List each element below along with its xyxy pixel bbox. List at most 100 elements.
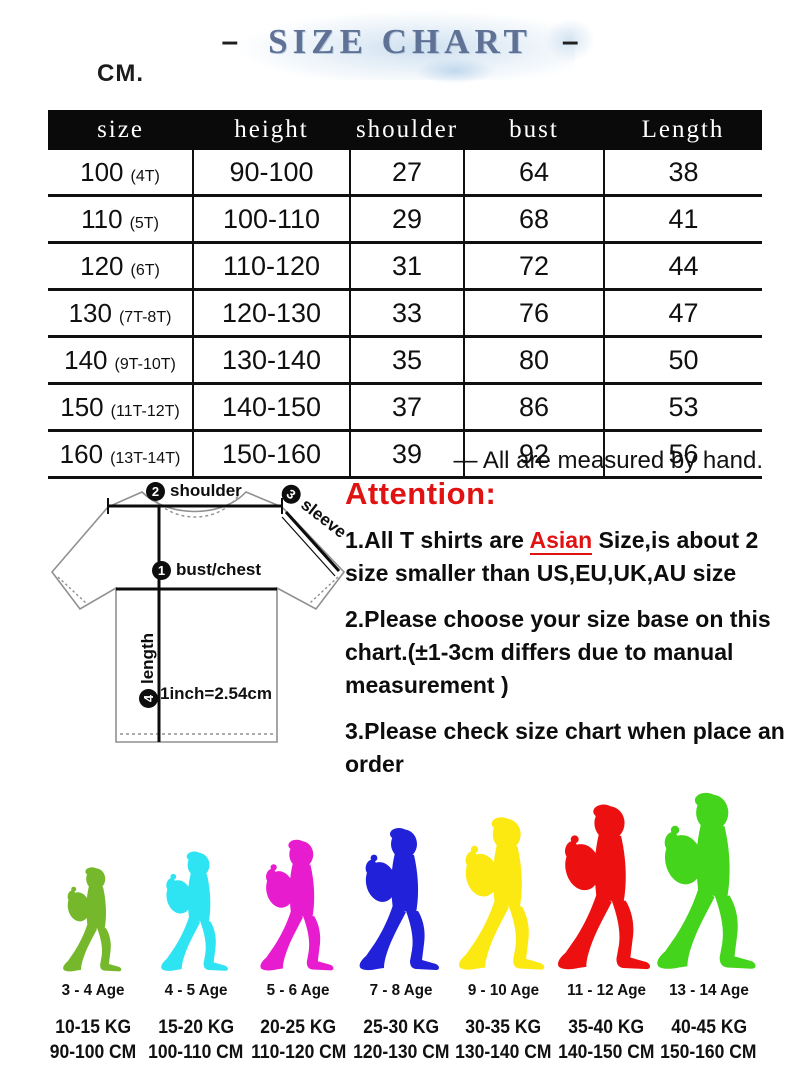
measured-by-hand-note: — All are measured by hand. bbox=[453, 447, 763, 474]
col-header-size: size bbox=[48, 110, 193, 150]
col-header-shoulder: shoulder bbox=[350, 110, 464, 150]
circled-number-4: 4 bbox=[138, 689, 158, 708]
attention-section: Attention: 1.All T shirts are Asian Size… bbox=[345, 476, 795, 795]
table-row: 160 (13T-14T) 150-160 39 92 56 bbox=[48, 429, 762, 479]
table-row: 150 (11T-12T) 140-150 37 86 53 bbox=[48, 382, 762, 431]
age-label: 4 - 5 Age bbox=[164, 982, 228, 999]
bust-cell: 68 bbox=[463, 194, 604, 243]
age-group-column: 7 - 8 Age 25-30 KG 120-130 CM bbox=[350, 764, 453, 1064]
circled-number-2: 2 bbox=[146, 481, 165, 501]
weight-label: 20-25 KG bbox=[260, 1017, 337, 1038]
table-header-row: size height shoulder bust Length bbox=[48, 110, 762, 150]
tshirt-outline-drawing bbox=[50, 491, 346, 743]
bust-measure-label: 1 bust/chest bbox=[152, 560, 261, 580]
inch-conversion-note: 1inch=2.54cm bbox=[160, 684, 272, 703]
age-label: 11 - 12 Age bbox=[566, 982, 646, 999]
bust-cell: 80 bbox=[463, 335, 604, 384]
height-label: 90-100 CM bbox=[50, 1042, 137, 1063]
circled-number-1: 1 bbox=[152, 560, 171, 580]
age-label: 9 - 10 Age bbox=[467, 982, 540, 999]
table-row: 130 (7T-8T) 120-130 33 76 47 bbox=[48, 288, 762, 337]
bust-cell: 92 bbox=[463, 429, 604, 479]
weight-label: 30-35 KG bbox=[465, 1017, 542, 1038]
title-left-dash: – bbox=[221, 25, 239, 58]
height-label: 100-110 CM bbox=[148, 1042, 244, 1063]
shoulder-cell: 35 bbox=[349, 335, 464, 384]
kid-silhouette bbox=[459, 817, 545, 970]
weight-label: 25-30 KG bbox=[363, 1017, 439, 1038]
attention-heading: Attention: bbox=[345, 476, 497, 511]
age-label: 5 - 6 Age bbox=[267, 982, 330, 999]
attention-note-2: 2.Please choose your size base on this c… bbox=[345, 606, 771, 698]
age-label: 13 - 14 Age bbox=[668, 982, 749, 999]
bust-cell: 86 bbox=[463, 382, 604, 431]
table-row: 110 (5T) 100-110 29 68 41 bbox=[48, 194, 762, 243]
col-header-height: height bbox=[193, 110, 350, 150]
age-label: 7 - 8 Age bbox=[369, 982, 433, 999]
shoulder-cell: 29 bbox=[349, 194, 464, 243]
height-label: 150-160 CM bbox=[660, 1042, 757, 1063]
title-row: – SIZE CHART – bbox=[0, 22, 800, 62]
kid-silhouette bbox=[359, 828, 440, 971]
height-cell: 150-160 bbox=[192, 429, 350, 479]
kid-silhouette bbox=[260, 839, 334, 971]
unit-label: CM. bbox=[97, 60, 144, 87]
length-measure-label: 4 length bbox=[138, 633, 158, 708]
age-group-column: 9 - 10 Age 30-35 KG 130-140 CM bbox=[452, 764, 555, 1064]
asian-size-highlight: Asian bbox=[529, 527, 593, 555]
size-cell: 150 (11T-12T) bbox=[48, 382, 193, 431]
attention-note-1: 1.All T shirts are Asian Size,is about 2… bbox=[345, 527, 759, 586]
table-row: 100 (4T) 90-100 27 64 38 bbox=[48, 150, 762, 196]
kid-silhouette bbox=[161, 851, 228, 971]
weight-label: 40-45 KG bbox=[670, 1017, 747, 1038]
tshirt-measure-diagram: 2 shoulder 3 sleeve 1 bust/chest 4 lengt… bbox=[46, 476, 352, 768]
attention-note-3: 3.Please check size chart when place an … bbox=[345, 718, 785, 777]
height-cell: 140-150 bbox=[192, 382, 350, 431]
size-cell: 140 (9T-10T) bbox=[48, 335, 193, 384]
weight-label: 35-40 KG bbox=[568, 1017, 645, 1038]
bust-cell: 64 bbox=[463, 150, 604, 196]
title-right-dash: – bbox=[561, 25, 579, 58]
age-group-column: 5 - 6 Age 20-25 KG 110-120 CM bbox=[247, 764, 350, 1064]
height-cell: 90-100 bbox=[192, 150, 350, 196]
page-title: SIZE CHART bbox=[268, 22, 532, 61]
length-cell: 44 bbox=[603, 241, 762, 290]
size-cell: 100 (4T) bbox=[80, 156, 160, 187]
height-label: 130-140 CM bbox=[455, 1042, 552, 1063]
age-label: 3 - 4 Age bbox=[61, 982, 125, 999]
bust-cell: 76 bbox=[463, 288, 604, 337]
table-row: 140 (9T-10T) 130-140 35 80 50 bbox=[48, 335, 762, 384]
bust-cell: 72 bbox=[463, 241, 604, 290]
age-size-figures: 3 - 4 Age 10-15 KG 90-100 CM 4 - 5 Age 1… bbox=[42, 764, 760, 1064]
height-cell: 110-120 bbox=[192, 241, 350, 290]
size-cell: 110 (5T) bbox=[48, 194, 193, 243]
table-row: 120 (6T) 110-120 31 72 44 bbox=[48, 241, 762, 290]
kid-silhouette bbox=[558, 804, 651, 970]
age-group-column: 13 - 14 Age 40-45 KG 150-160 CM bbox=[657, 764, 760, 1064]
length-cell: 38 bbox=[603, 150, 762, 196]
shoulder-cell: 37 bbox=[349, 382, 464, 431]
height-label: 140-150 CM bbox=[558, 1042, 655, 1063]
kid-silhouette bbox=[657, 792, 756, 969]
shoulder-measure-label: 2 shoulder bbox=[146, 481, 242, 501]
weight-label: 15-20 KG bbox=[157, 1017, 234, 1038]
shoulder-cell: 27 bbox=[349, 150, 464, 196]
age-group-column: 3 - 4 Age 10-15 KG 90-100 CM bbox=[42, 764, 145, 1064]
weight-label: 10-15 KG bbox=[55, 1017, 132, 1038]
kid-silhouette bbox=[62, 867, 122, 972]
size-cell: 120 (6T) bbox=[48, 241, 193, 290]
col-header-length: Length bbox=[604, 110, 762, 150]
length-cell: 50 bbox=[603, 335, 762, 384]
height-label: 110-120 CM bbox=[250, 1042, 347, 1063]
age-group-column: 11 - 12 Age 35-40 KG 140-150 CM bbox=[555, 764, 658, 1064]
size-cell: 130 (7T-8T) bbox=[48, 288, 193, 337]
length-cell: 56 bbox=[603, 429, 762, 479]
height-cell: 120-130 bbox=[192, 288, 350, 337]
size-cell: 160 (13T-14T) bbox=[48, 429, 193, 479]
length-cell: 47 bbox=[603, 288, 762, 337]
height-cell: 130-140 bbox=[192, 335, 350, 384]
length-cell: 41 bbox=[603, 194, 762, 243]
shoulder-cell: 39 bbox=[349, 429, 464, 479]
height-label: 120-130 CM bbox=[352, 1042, 450, 1063]
